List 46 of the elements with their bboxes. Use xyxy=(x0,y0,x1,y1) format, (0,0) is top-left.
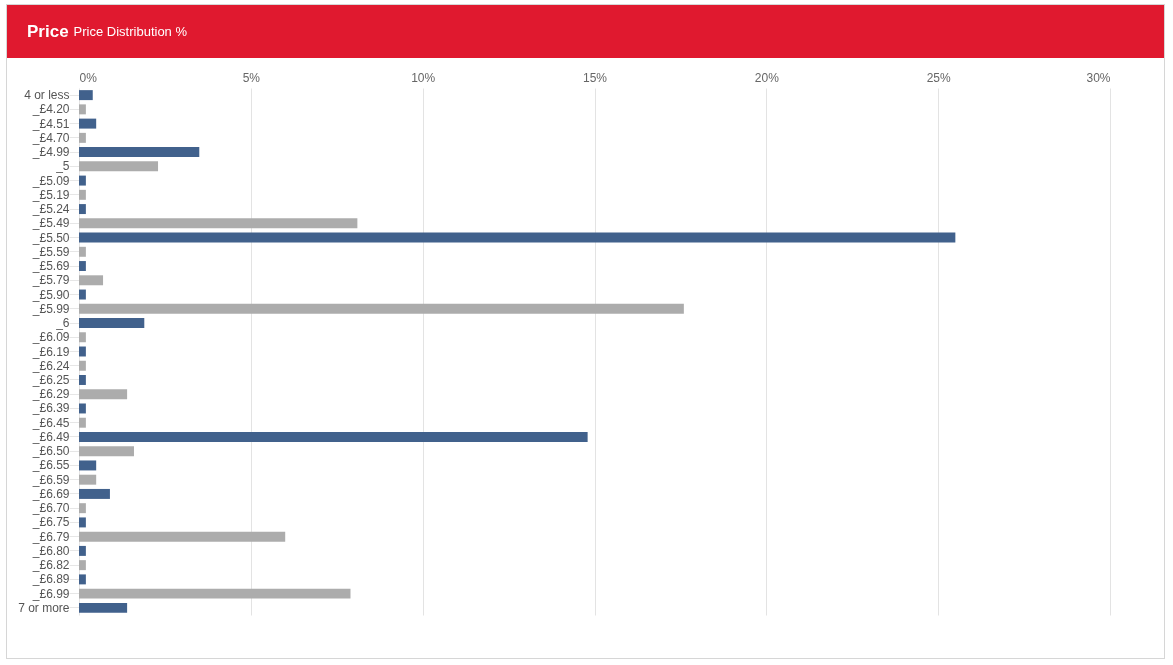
y-tick-label: _£6.24 xyxy=(31,358,70,373)
y-tick-label: _£6.50 xyxy=(31,444,70,459)
y-tick-label: _£6.80 xyxy=(31,543,70,558)
y-tick-label: _£4.99 xyxy=(31,145,70,160)
y-tick-label: _£5.19 xyxy=(31,187,70,202)
y-tick-label: _£6.09 xyxy=(31,330,70,345)
y-tick-label: _£4.51 xyxy=(31,116,70,131)
chart-title: Price xyxy=(27,21,69,42)
y-tick-label: _£5.50 xyxy=(31,230,70,245)
y-tick-label: _£5.24 xyxy=(31,202,70,217)
y-tick-label: _£5.99 xyxy=(31,301,70,316)
x-tick-label: 25% xyxy=(926,70,951,85)
y-tick-label: _£4.70 xyxy=(31,130,70,145)
y-tick-label: _£5.09 xyxy=(31,173,70,188)
y-tick-label: _£5.69 xyxy=(31,259,70,274)
y-tick-label: 4 or less xyxy=(24,88,70,103)
y-tick-label: _£5.79 xyxy=(31,273,70,288)
y-tick-label: _5 xyxy=(55,159,70,174)
y-tick-label: _£6.79 xyxy=(31,529,70,544)
y-tick-label: _£6.25 xyxy=(31,372,70,387)
y-tick-label: _£6.29 xyxy=(31,387,70,402)
y-tick-label: _£5.59 xyxy=(31,244,70,259)
x-tick-label: 0% xyxy=(79,70,98,85)
y-tick-label: _6 xyxy=(55,316,70,331)
y-tick-label: _£5.90 xyxy=(31,287,70,302)
y-tick-label: _£6.19 xyxy=(31,344,70,359)
y-tick-label: _£6.82 xyxy=(31,558,70,573)
y-tick-label: _£6.59 xyxy=(31,472,70,487)
x-tick-label: 20% xyxy=(754,70,780,85)
y-tick-label: _£6.89 xyxy=(31,572,70,587)
x-tick-label: 10% xyxy=(411,70,436,85)
y-tick-label: _£5.49 xyxy=(31,216,70,231)
y-tick-label: _£6.49 xyxy=(31,429,70,444)
y-tick-label: _£6.55 xyxy=(31,458,70,473)
x-tick-label: 5% xyxy=(242,70,261,85)
y-tick-label: _£4.20 xyxy=(31,102,70,117)
x-tick-label: 15% xyxy=(582,70,608,85)
y-tick-label: 7 or more xyxy=(18,600,70,615)
y-tick-label: _£6.70 xyxy=(31,501,70,516)
y-tick-label: _£6.69 xyxy=(31,486,70,501)
y-tick-label: _£6.39 xyxy=(31,401,70,416)
y-tick-label: _£6.75 xyxy=(31,515,70,530)
y-tick-label: _£6.99 xyxy=(31,586,70,601)
y-tick-label: _£6.45 xyxy=(31,415,70,430)
x-tick-label: 30% xyxy=(1086,70,1111,85)
chart-subtitle: Price Distribution % xyxy=(73,24,188,39)
